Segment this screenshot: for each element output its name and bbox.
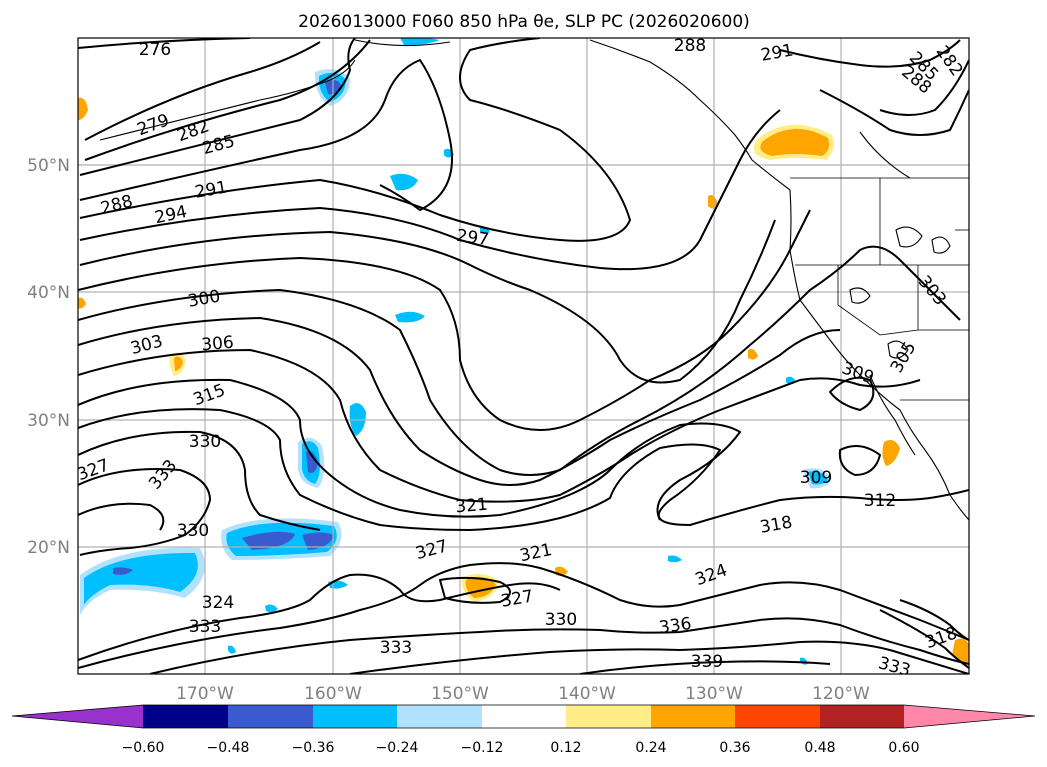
colorbar-segment [143,705,228,728]
political-borders [790,177,969,401]
contour-label: 333 [876,653,913,681]
lon-tick-label: 170°W [176,684,234,704]
contour-label: 306 [201,333,235,356]
contour-label: 309 [800,468,832,488]
colorbar-tick-labels: −0.60 −0.48 −0.36 −0.24 −0.12 0.12 0.24 … [122,740,920,756]
map-area: 276 279 282 285 288 291 294 297 300 303 … [78,36,969,681]
map-frame [77,37,970,675]
coastlines [99,39,969,521]
colorbar-tick-label: −0.36 [292,740,335,756]
colorbar-tick-label: 0.60 [888,740,919,756]
contour-label: 330 [189,432,221,452]
colorbar-tick-label: −0.12 [461,740,504,756]
lon-tick-label: 150°W [431,684,489,704]
colorbar-segment [820,705,904,728]
colorbar-segment [566,705,651,728]
contour-label: 297 [455,226,490,250]
colorbar-tick-label: 0.12 [550,740,581,756]
contour-label: 312 [864,491,896,511]
lon-tick-label: 130°W [685,684,743,704]
colorbar: −0.60 −0.48 −0.36 −0.24 −0.12 0.12 0.24 … [11,704,1036,756]
contour-label: 339 [691,652,723,672]
colorbar-segment [482,705,566,728]
colorbar-tick-label: −0.48 [207,740,250,756]
lon-tick-label: 120°W [812,684,870,704]
contour-label: 330 [177,521,209,541]
colorbar-tick-label: −0.24 [376,740,419,756]
contour-label: 324 [202,593,234,613]
lat-tick-label: 50°N [27,156,70,176]
contour-label: 330 [545,610,577,630]
lon-tick-label: 140°W [558,684,616,704]
lat-tick-label: 20°N [27,538,70,558]
contour-label: 288 [674,36,706,56]
contour-label: 321 [455,495,489,518]
colorbar-tick-label: −0.60 [122,740,165,756]
colorbar-segment [228,705,313,728]
contour-label: 333 [380,638,412,658]
lat-tick-label: 30°N [27,411,70,431]
lon-tick-label: 160°W [304,684,362,704]
theta-e-contours [78,38,969,674]
colorbar-segment [651,705,735,728]
lat-tick-label: 40°N [27,283,70,303]
colorbar-segment [313,705,397,728]
colorbar-tick-label: 0.48 [804,740,835,756]
contour-label: 333 [189,617,221,637]
colorbar-tick-label: 0.24 [635,740,666,756]
colorbar-segment [735,705,820,728]
colorbar-extend-high [904,705,1035,728]
contour-label: 336 [658,614,693,638]
figure-title: 2026013000 F060 850 hPa θe, SLP PC (2026… [298,12,750,32]
contour-label: 276 [139,40,171,60]
shading-positive [78,97,969,665]
colorbar-tick-label: 0.36 [719,740,750,756]
longitude-tick-labels: 170°W 160°W 150°W 140°W 130°W 120°W [176,684,870,704]
latitude-tick-labels: 50°N 40°N 30°N 20°N [27,156,70,558]
colorbar-segment [397,705,482,728]
colorbar-extend-low [12,705,143,728]
